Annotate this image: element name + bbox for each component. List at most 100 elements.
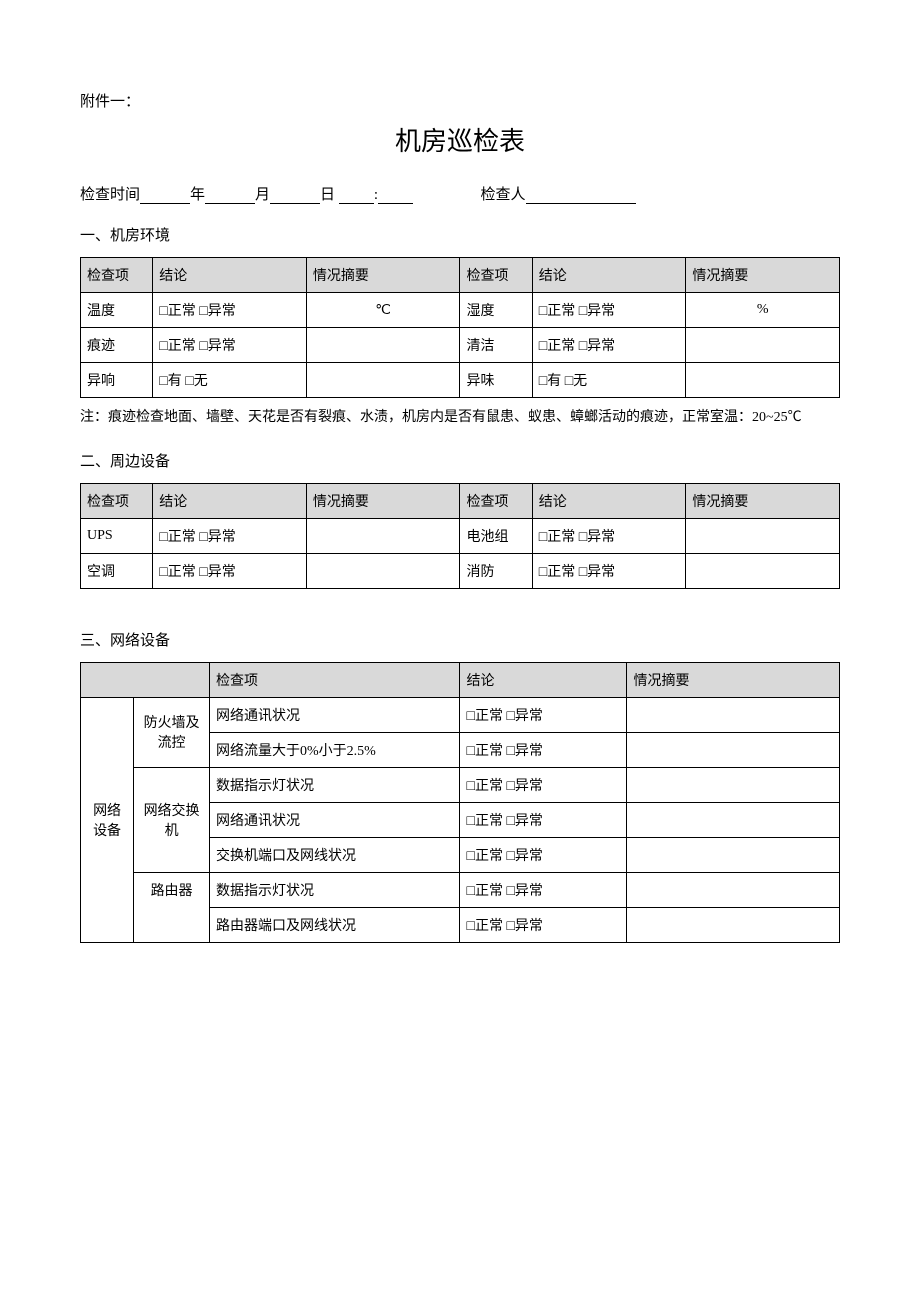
subgroup-label: 路由器 bbox=[134, 872, 210, 942]
item-cell: 异响 bbox=[81, 363, 153, 398]
subgroup-label: 防火墙及流控 bbox=[134, 697, 210, 767]
item-cell: 温度 bbox=[81, 293, 153, 328]
col-header: 检查项 bbox=[81, 258, 153, 293]
hour-blank[interactable] bbox=[339, 186, 374, 204]
col-header: 结论 bbox=[532, 483, 686, 518]
table-row: 异响 □有 □无 异味 □有 □无 bbox=[81, 363, 840, 398]
col-header: 结论 bbox=[460, 662, 627, 697]
col-header: 情况摘要 bbox=[686, 483, 840, 518]
item-cell: 数据指示灯状况 bbox=[210, 767, 460, 802]
item-cell: 消防 bbox=[460, 553, 532, 588]
section3-header: 三、网络设备 bbox=[80, 629, 840, 650]
summary-cell[interactable] bbox=[627, 697, 840, 732]
table-header-row: 检查项 结论 情况摘要 bbox=[81, 662, 840, 697]
conclusion-cell[interactable]: □正常 □异常 bbox=[460, 802, 627, 837]
col-header: 结论 bbox=[153, 483, 307, 518]
table-row: 网络设备 防火墙及流控 网络通讯状况 □正常 □异常 bbox=[81, 697, 840, 732]
summary-cell[interactable] bbox=[686, 553, 840, 588]
item-cell: 痕迹 bbox=[81, 328, 153, 363]
inspector-blank[interactable] bbox=[526, 186, 636, 204]
conclusion-cell[interactable]: □正常 □异常 bbox=[532, 518, 686, 553]
day-blank[interactable] bbox=[270, 186, 320, 204]
conclusion-cell[interactable]: □正常 □异常 bbox=[153, 518, 307, 553]
section2-table: 检查项 结论 情况摘要 检查项 结论 情况摘要 UPS □正常 □异常 电池组 … bbox=[80, 483, 840, 589]
conclusion-cell[interactable]: □正常 □异常 bbox=[532, 553, 686, 588]
conclusion-cell[interactable]: □正常 □异常 bbox=[532, 293, 686, 328]
summary-cell[interactable]: ℃ bbox=[306, 293, 460, 328]
month-label: 月 bbox=[255, 187, 270, 203]
section1-header: 一、机房环境 bbox=[80, 224, 840, 245]
conclusion-cell[interactable]: □正常 □异常 bbox=[153, 328, 307, 363]
summary-cell[interactable] bbox=[306, 518, 460, 553]
summary-cell[interactable] bbox=[627, 802, 840, 837]
summary-cell[interactable]: % bbox=[686, 293, 840, 328]
col-header-blank bbox=[81, 662, 210, 697]
section1-table: 检查项 结论 情况摘要 检查项 结论 情况摘要 温度 □正常 □异常 ℃ 湿度 … bbox=[80, 257, 840, 398]
table-row: UPS □正常 □异常 电池组 □正常 □异常 bbox=[81, 518, 840, 553]
summary-cell[interactable] bbox=[306, 328, 460, 363]
form-line: 检查时间年月日 : 检查人 bbox=[80, 183, 840, 204]
conclusion-cell[interactable]: □正常 □异常 bbox=[460, 837, 627, 872]
minute-blank[interactable] bbox=[378, 186, 413, 204]
conclusion-cell[interactable]: □正常 □异常 bbox=[460, 872, 627, 907]
conclusion-cell[interactable]: □正常 □异常 bbox=[532, 328, 686, 363]
conclusion-cell[interactable]: □正常 □异常 bbox=[460, 697, 627, 732]
conclusion-cell[interactable]: □正常 □异常 bbox=[153, 553, 307, 588]
group-label: 网络设备 bbox=[81, 697, 134, 942]
summary-cell[interactable] bbox=[627, 732, 840, 767]
col-header: 情况摘要 bbox=[306, 483, 460, 518]
summary-cell[interactable] bbox=[306, 553, 460, 588]
summary-cell[interactable] bbox=[686, 328, 840, 363]
col-header: 结论 bbox=[153, 258, 307, 293]
col-header: 情况摘要 bbox=[686, 258, 840, 293]
summary-cell[interactable] bbox=[627, 837, 840, 872]
section2-header: 二、周边设备 bbox=[80, 450, 840, 471]
col-header: 检查项 bbox=[460, 483, 532, 518]
subgroup-label: 网络交换机 bbox=[134, 767, 210, 872]
attachment-label: 附件一： bbox=[80, 90, 840, 111]
table-header-row: 检查项 结论 情况摘要 检查项 结论 情况摘要 bbox=[81, 483, 840, 518]
summary-cell[interactable] bbox=[686, 363, 840, 398]
summary-cell[interactable] bbox=[627, 872, 840, 907]
table-row: 路由器 数据指示灯状况 □正常 □异常 bbox=[81, 872, 840, 907]
item-cell: 网络流量大于0%小于2.5% bbox=[210, 732, 460, 767]
summary-cell[interactable] bbox=[306, 363, 460, 398]
col-header: 检查项 bbox=[210, 662, 460, 697]
year-label: 年 bbox=[190, 187, 205, 203]
conclusion-cell[interactable]: □正常 □异常 bbox=[460, 907, 627, 942]
item-cell: UPS bbox=[81, 518, 153, 553]
conclusion-cell[interactable]: □正常 □异常 bbox=[460, 767, 627, 802]
table-row: 空调 □正常 □异常 消防 □正常 □异常 bbox=[81, 553, 840, 588]
item-cell: 电池组 bbox=[460, 518, 532, 553]
summary-cell[interactable] bbox=[627, 767, 840, 802]
item-cell: 空调 bbox=[81, 553, 153, 588]
item-cell: 网络通讯状况 bbox=[210, 802, 460, 837]
conclusion-cell[interactable]: □正常 □异常 bbox=[153, 293, 307, 328]
section3-table: 检查项 结论 情况摘要 网络设备 防火墙及流控 网络通讯状况 □正常 □异常 网… bbox=[80, 662, 840, 943]
month-blank[interactable] bbox=[205, 186, 255, 204]
year-blank[interactable] bbox=[140, 186, 190, 204]
check-time-label: 检查时间 bbox=[80, 187, 140, 203]
inspector-label: 检查人 bbox=[480, 187, 525, 203]
col-header: 情况摘要 bbox=[627, 662, 840, 697]
col-header: 情况摘要 bbox=[306, 258, 460, 293]
summary-cell[interactable] bbox=[686, 518, 840, 553]
day-label: 日 bbox=[320, 187, 335, 203]
col-header: 检查项 bbox=[81, 483, 153, 518]
conclusion-cell[interactable]: □正常 □异常 bbox=[460, 732, 627, 767]
table-row: 痕迹 □正常 □异常 清洁 □正常 □异常 bbox=[81, 328, 840, 363]
page-title: 机房巡检表 bbox=[80, 121, 840, 158]
item-cell: 交换机端口及网线状况 bbox=[210, 837, 460, 872]
conclusion-cell[interactable]: □有 □无 bbox=[532, 363, 686, 398]
item-cell: 湿度 bbox=[460, 293, 532, 328]
item-cell: 清洁 bbox=[460, 328, 532, 363]
item-cell: 网络通讯状况 bbox=[210, 697, 460, 732]
table-row: 网络交换机 数据指示灯状况 □正常 □异常 bbox=[81, 767, 840, 802]
summary-cell[interactable] bbox=[627, 907, 840, 942]
item-cell: 数据指示灯状况 bbox=[210, 872, 460, 907]
table-header-row: 检查项 结论 情况摘要 检查项 结论 情况摘要 bbox=[81, 258, 840, 293]
conclusion-cell[interactable]: □有 □无 bbox=[153, 363, 307, 398]
col-header: 检查项 bbox=[460, 258, 532, 293]
item-cell: 异味 bbox=[460, 363, 532, 398]
section1-note: 注：痕迹检查地面、墙壁、天花是否有裂痕、水渍，机房内是否有鼠患、蚁患、蟑螂活动的… bbox=[80, 406, 840, 430]
